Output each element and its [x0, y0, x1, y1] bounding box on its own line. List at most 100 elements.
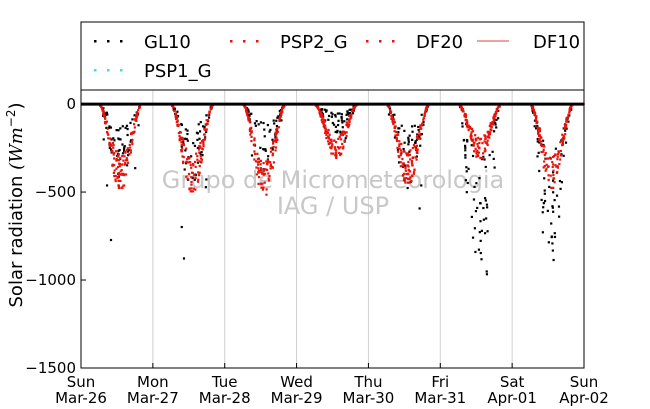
- psp2g-df20-point: [128, 143, 131, 146]
- psp2g-df20-point: [330, 140, 333, 143]
- gl10-point: [477, 248, 481, 251]
- gl10-point: [186, 129, 189, 132]
- psp2g-df20-point: [534, 114, 537, 117]
- psp2g-df20-point: [261, 188, 265, 191]
- psp2g-df20-point: [459, 105, 462, 108]
- psp2g-df20-point: [182, 144, 185, 147]
- legend-swatch: [392, 40, 395, 43]
- gl10-point: [123, 149, 126, 153]
- psp2g-df20-point: [260, 168, 263, 172]
- psp2g-df20-point: [474, 134, 477, 137]
- gl10-point: [271, 148, 274, 151]
- psp2g-df20-point: [322, 125, 326, 128]
- gl10-point: [321, 112, 324, 115]
- gl10-point: [464, 179, 468, 182]
- gl10-point: [183, 168, 186, 171]
- gl10-point: [465, 170, 468, 173]
- gl10-point: [108, 146, 111, 150]
- psp2g-df20-point: [339, 152, 342, 155]
- psp2g-df20-point: [532, 108, 535, 111]
- psp2g-df20-point: [282, 106, 285, 109]
- gl10-point: [414, 141, 417, 144]
- psp2g-df20-point: [99, 104, 102, 107]
- psp2g-df20-point: [198, 151, 201, 154]
- psp2g-df20-point: [190, 171, 194, 174]
- psp2g-df20-point: [275, 132, 278, 135]
- psp2g-df20-point: [256, 158, 259, 161]
- psp2g-df20-point: [410, 159, 413, 163]
- gl10-point: [180, 123, 183, 127]
- psp2g-df20-point: [118, 186, 121, 189]
- psp2g-df20-point: [192, 162, 195, 166]
- psp2g-df20-point: [199, 157, 203, 160]
- psp2g-df20-point: [348, 115, 351, 118]
- psp2g-df20-point: [255, 173, 258, 176]
- psp2g-df20-point: [196, 158, 199, 161]
- psp2g-df20-point: [181, 147, 184, 150]
- psp2g-df20-point: [121, 154, 124, 158]
- psp2g-df20-point: [119, 170, 122, 173]
- legend-item: DF10: [477, 32, 580, 53]
- psp2g-df20-point: [347, 124, 350, 128]
- psp2g-df20-point: [203, 138, 206, 141]
- gl10-point: [124, 126, 127, 129]
- gl10-point: [491, 150, 494, 153]
- x-tick-label-day: Fri: [431, 373, 449, 391]
- psp2g-df20-point: [107, 137, 110, 140]
- psp2g-df20-point: [416, 148, 419, 151]
- psp2g-df20-point: [419, 124, 423, 127]
- gl10-point: [324, 110, 328, 113]
- gl10-point: [552, 191, 555, 194]
- gl10-point: [485, 270, 488, 273]
- psp2g-df20-point: [189, 163, 192, 167]
- x-tick-label-day: Tue: [211, 373, 238, 391]
- gl10-point: [413, 124, 416, 127]
- psp2g-df20-point: [483, 140, 486, 143]
- gl10-point: [196, 138, 199, 142]
- psp2g-df20-point: [205, 123, 208, 126]
- x-tick-label-day: Sat: [500, 373, 525, 391]
- gl10-point: [112, 137, 115, 140]
- psp2g-df20-point: [109, 143, 113, 146]
- gl10-point: [263, 148, 266, 151]
- psp2g-df20-point: [253, 139, 256, 142]
- legend-box: [80, 21, 585, 91]
- gl10-point: [180, 145, 183, 148]
- psp2g-df20-point: [404, 181, 407, 184]
- psp2g-df20-point: [136, 114, 139, 117]
- psp2g-df20-point: [405, 176, 408, 180]
- x-tick-label-date: Mar-29: [271, 389, 323, 407]
- gl10-point: [397, 127, 400, 130]
- gl10-point: [541, 211, 544, 214]
- gl10-point: [348, 108, 351, 111]
- gl10-point: [461, 122, 464, 125]
- psp2g-df20-point: [271, 152, 275, 155]
- legend-swatch: [120, 40, 123, 43]
- psp2g-df20-point: [110, 144, 113, 147]
- gl10-point: [470, 215, 473, 219]
- gl10-point: [480, 229, 483, 232]
- psp2g-df20-point: [412, 171, 416, 174]
- gl10-point: [550, 236, 553, 239]
- psp2g-df20-point: [250, 135, 253, 138]
- psp2g-df20-point: [408, 177, 411, 180]
- gl10-point: [408, 150, 411, 153]
- gl10-point: [276, 116, 279, 119]
- psp2g-df20-point: [547, 178, 550, 182]
- psp2g-df20-point: [399, 165, 402, 168]
- gl10-point: [126, 150, 130, 153]
- gl10-point: [201, 125, 205, 128]
- psp2g-df20-point: [399, 161, 402, 164]
- gl10-point: [551, 242, 554, 245]
- watermark-line-1: Grupo de Micrometeorologia: [162, 166, 504, 194]
- psp2g-df20-point: [479, 137, 483, 140]
- legend-swatch: [107, 40, 110, 43]
- gl10-point: [263, 128, 266, 131]
- legend-label: PSP1_G: [144, 61, 212, 82]
- gl10-point: [115, 129, 118, 132]
- legend-item: PSP1_G: [94, 61, 212, 82]
- gl10-point: [334, 115, 337, 118]
- psp2g-df20-point: [395, 138, 398, 141]
- psp2g-df20-point: [408, 153, 412, 156]
- psp2g-df20-point: [421, 122, 424, 125]
